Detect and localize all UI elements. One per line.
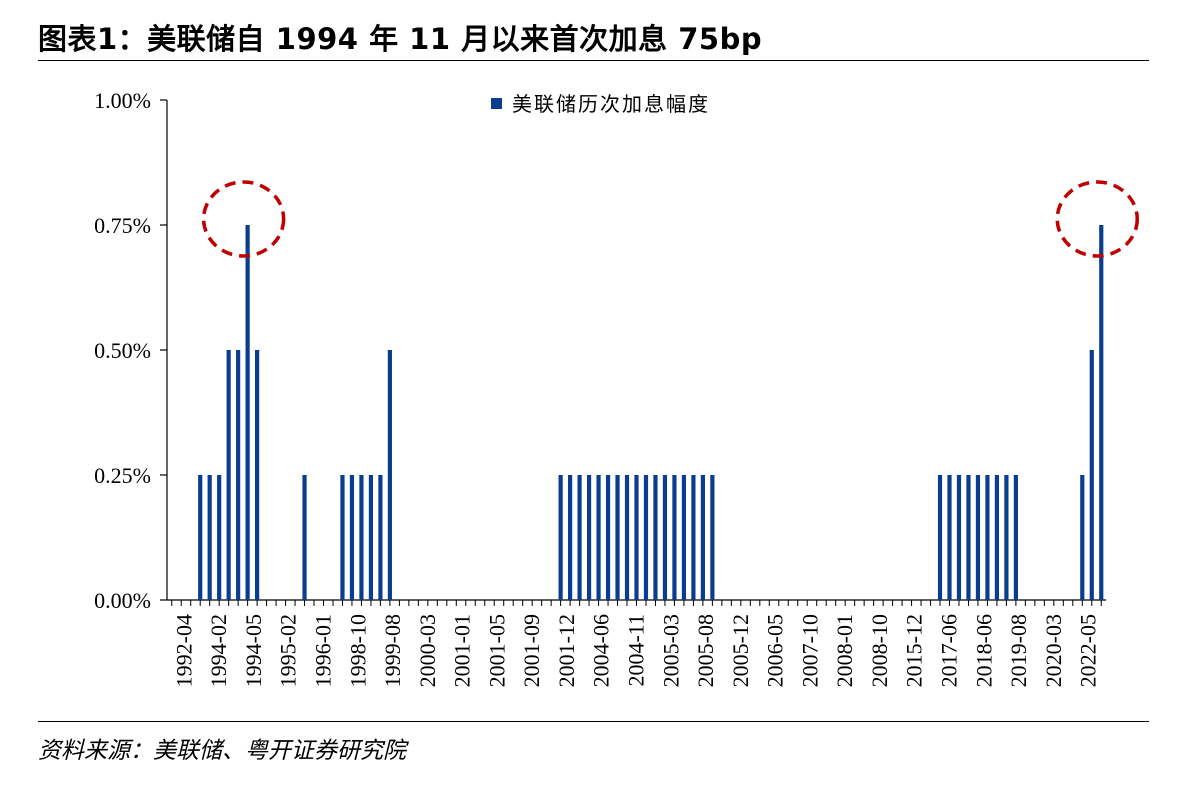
x-tick-label: 2017-06 — [937, 614, 962, 687]
source-rule — [38, 721, 1149, 722]
x-tick-label: 2005-03 — [658, 614, 683, 687]
legend: 美联储历次加息幅度 — [491, 92, 710, 116]
bar — [255, 350, 260, 600]
x-axis-ticks: 1992-04 1994-02 1994-05 1995-02 1996-01 1998-… — [171, 614, 1100, 687]
bar — [359, 475, 364, 600]
bar — [1080, 475, 1085, 600]
y-tick-label: 0.75% — [94, 213, 151, 238]
bar — [937, 475, 943, 600]
bar — [1089, 350, 1094, 600]
x-tick-label: 1995-02 — [276, 614, 301, 687]
x-tick-label: 2001-05 — [484, 614, 509, 687]
x-tick-label: 2001-12 — [554, 614, 579, 687]
bar — [217, 475, 222, 600]
bar — [577, 475, 582, 600]
x-tick-label: 2022-05 — [1076, 614, 1101, 687]
x-tick-label: 2007-10 — [797, 614, 822, 687]
bar — [672, 475, 677, 600]
bar — [378, 475, 383, 600]
bar — [681, 475, 687, 600]
bar — [1004, 475, 1009, 600]
bar — [691, 475, 696, 600]
highlight-circle — [201, 180, 286, 258]
x-tick-label: 1994-05 — [241, 614, 266, 687]
bar — [985, 475, 990, 600]
x-tick-label: 1996-01 — [311, 614, 336, 687]
bar — [368, 475, 374, 600]
bar — [302, 475, 307, 600]
bar — [956, 475, 962, 600]
x-tick-label: 2019-08 — [1006, 614, 1031, 687]
bar — [586, 475, 592, 600]
bar — [596, 475, 601, 600]
highlight-circle — [1055, 180, 1140, 258]
bar — [643, 475, 649, 600]
bar — [198, 475, 203, 600]
y-tick-label: 0.00% — [94, 588, 151, 613]
bar — [624, 475, 630, 600]
bar-series — [198, 225, 1104, 600]
x-tick-label: 2004-11 — [624, 614, 649, 687]
title-rule — [38, 60, 1149, 61]
bar — [994, 475, 1000, 600]
highlight-circles — [201, 180, 1140, 258]
x-tick-label: 2020-03 — [1041, 614, 1066, 687]
bar — [662, 475, 668, 600]
y-tick-label: 0.25% — [94, 463, 151, 488]
bar — [236, 350, 241, 600]
bar — [700, 475, 705, 600]
bar — [1099, 225, 1104, 600]
y-tick-label: 1.00% — [94, 88, 151, 113]
x-tick-label: 2001-01 — [450, 614, 475, 687]
source-note: 资料来源：美联储、粤开证券研究院 — [38, 738, 406, 764]
bar — [1013, 475, 1018, 600]
bar — [615, 475, 620, 600]
x-tick-label: 1999-08 — [380, 614, 405, 687]
x-tick-label: 2015-12 — [902, 614, 927, 687]
x-tick-label: 2008-10 — [867, 614, 892, 687]
x-tick-label: 2008-01 — [832, 614, 857, 687]
x-tick-label: 2000-03 — [415, 614, 440, 687]
bar — [634, 475, 639, 600]
x-tick-label: 2005-08 — [693, 614, 718, 687]
bar — [947, 475, 952, 600]
x-tick-label: 2018-06 — [971, 614, 996, 687]
bar — [605, 475, 611, 600]
x-tick-label: 1994-02 — [206, 614, 231, 687]
bar — [966, 475, 971, 600]
bar — [568, 475, 573, 600]
bar — [387, 350, 392, 600]
bar — [653, 475, 658, 600]
y-tick-label: 0.50% — [94, 338, 151, 363]
bar — [710, 475, 715, 600]
x-tick-label: 1992-04 — [171, 614, 196, 687]
bar — [349, 475, 355, 600]
x-tick-label: 2005-12 — [728, 614, 753, 687]
legend-label: 美联储历次加息幅度 — [512, 92, 710, 116]
bar — [226, 350, 231, 600]
x-tick-label: 2001-09 — [519, 614, 544, 687]
x-tick-label: 2004-06 — [589, 614, 614, 687]
legend-swatch — [491, 98, 502, 109]
bar — [975, 475, 981, 600]
bar — [207, 475, 212, 600]
x-tick-label: 1998-10 — [345, 614, 370, 687]
figure-title: 图表1：美联储自 1994 年 11 月以来首次加息 75bp — [38, 22, 763, 56]
y-axis-ticks: 0.00% 0.25% 0.50% 0.75% 1.00% — [94, 88, 167, 613]
bar — [558, 475, 563, 600]
bar — [340, 475, 345, 600]
x-tick-label: 2006-05 — [763, 614, 788, 687]
bar — [245, 225, 250, 600]
